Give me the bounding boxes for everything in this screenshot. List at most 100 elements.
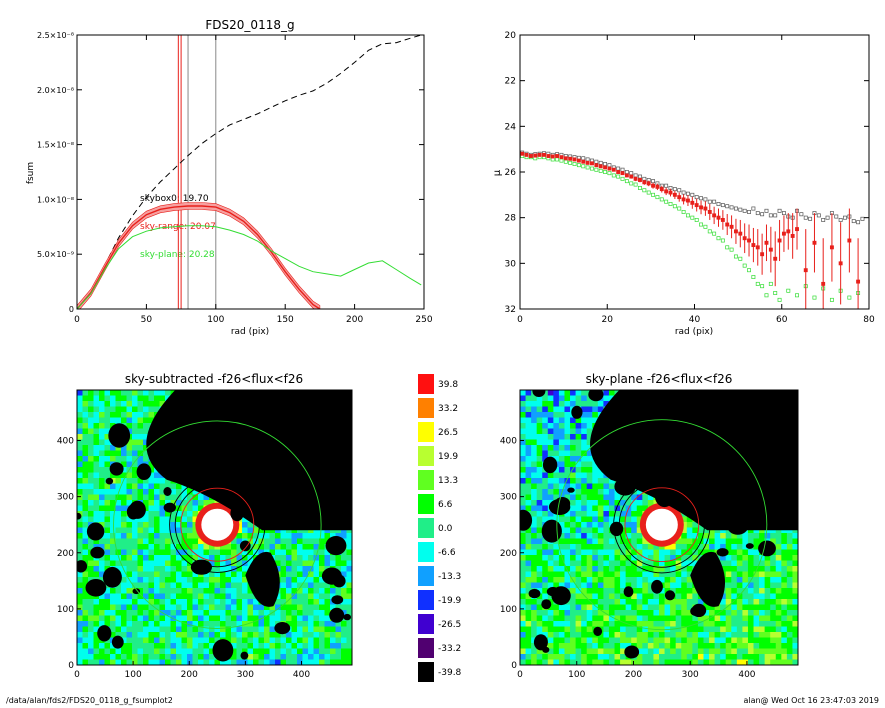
heat-cell (531, 445, 538, 451)
heat-cell (759, 533, 766, 539)
heat-cell (126, 417, 133, 424)
heat-cell (143, 395, 149, 402)
y-tick-label: 100 (57, 605, 74, 615)
heat-cell (603, 604, 610, 611)
heat-cell (608, 494, 615, 501)
heat-cell (586, 555, 593, 561)
heat-cell (308, 610, 314, 616)
star-mask (331, 595, 344, 605)
chart-a-ylabel: fsum (26, 162, 36, 184)
heat-cell (742, 593, 749, 600)
heat-cell (720, 560, 727, 567)
heat-cell (258, 621, 265, 627)
heat-cell (586, 494, 593, 501)
heat-cell (302, 621, 309, 627)
heat-cell (176, 632, 182, 638)
series-1-point (607, 171, 612, 176)
heat-cell (520, 500, 526, 506)
heat-cell (592, 406, 599, 413)
heat-cell (297, 648, 303, 655)
heat-cell (335, 659, 342, 665)
heat-cell (231, 632, 237, 638)
heat-cell (319, 599, 325, 605)
heat-cell (291, 599, 298, 605)
heat-cell (346, 527, 352, 534)
heat-cell (192, 621, 199, 627)
heat-cell (291, 538, 298, 545)
heat-cell (154, 395, 160, 402)
heat-cell (636, 527, 643, 534)
heat-cell (170, 555, 177, 561)
heat-cell (192, 615, 199, 622)
heat-cell (99, 423, 105, 429)
heat-cell (242, 588, 248, 594)
heat-cell (319, 549, 325, 556)
heat-cell (209, 615, 215, 622)
heat-cell (148, 566, 155, 572)
heat-cell (558, 467, 565, 473)
heat-cell (625, 599, 632, 605)
heat-cell (520, 483, 526, 490)
heat-cell (236, 637, 243, 644)
heat-cell (82, 533, 89, 539)
series-2-point (738, 231, 743, 236)
heat-cell (542, 588, 549, 594)
heat-cell (115, 401, 122, 407)
heat-cell (220, 626, 226, 633)
heat-cell (341, 648, 347, 655)
heat-cell (736, 593, 743, 600)
heat-cell (148, 582, 155, 589)
heat-cell (181, 648, 188, 655)
heat-cell (93, 654, 100, 660)
heat-cell (148, 472, 155, 479)
heat-cell (121, 390, 127, 396)
heat-cell (302, 593, 309, 600)
heat-cell (110, 593, 116, 600)
heat-cell (209, 582, 215, 589)
heat-cell (82, 417, 89, 424)
heat-cell (99, 445, 105, 451)
heat-cell (346, 604, 352, 611)
heat-cell (126, 544, 133, 550)
series-2-point (707, 210, 712, 214)
heat-cell (159, 643, 166, 649)
heat-cell (280, 637, 287, 644)
heat-cell (148, 632, 155, 638)
heat-cell (209, 555, 215, 561)
heat-cell (286, 599, 292, 605)
heat-cell (143, 500, 149, 506)
heat-cell (77, 412, 83, 418)
heat-cell (586, 439, 593, 446)
heat-cell (137, 489, 144, 495)
heat-cell (77, 494, 83, 501)
heat-cell (553, 489, 560, 495)
heat-cell (786, 555, 793, 561)
heat-cell (570, 450, 576, 457)
series-2-line (77, 225, 422, 309)
heat-cell (297, 632, 303, 638)
heat-cell (547, 582, 554, 589)
heat-cell (542, 544, 549, 550)
heat-cell (308, 621, 314, 627)
heat-cell (346, 555, 352, 561)
heat-cell (137, 549, 144, 556)
y-tick-label: 1.5×10⁻⁸ (37, 141, 74, 150)
heat-cell (165, 648, 171, 655)
heat-cell (586, 571, 593, 578)
heat-cell (592, 533, 599, 539)
heat-cell (542, 505, 549, 512)
heat-cell (187, 500, 193, 506)
series-1-point (829, 297, 834, 302)
heat-cell (121, 456, 127, 462)
heat-cell (636, 549, 643, 556)
heat-cell (115, 445, 122, 451)
heat-cell (525, 533, 532, 539)
heat-cell (614, 555, 621, 561)
series-0-point (816, 213, 821, 218)
heat-cell (154, 582, 160, 589)
heat-cell (586, 527, 593, 534)
heat-cell (681, 538, 688, 545)
heat-cell (770, 593, 777, 600)
heat-cell (564, 439, 571, 446)
heat-cell (154, 478, 160, 484)
